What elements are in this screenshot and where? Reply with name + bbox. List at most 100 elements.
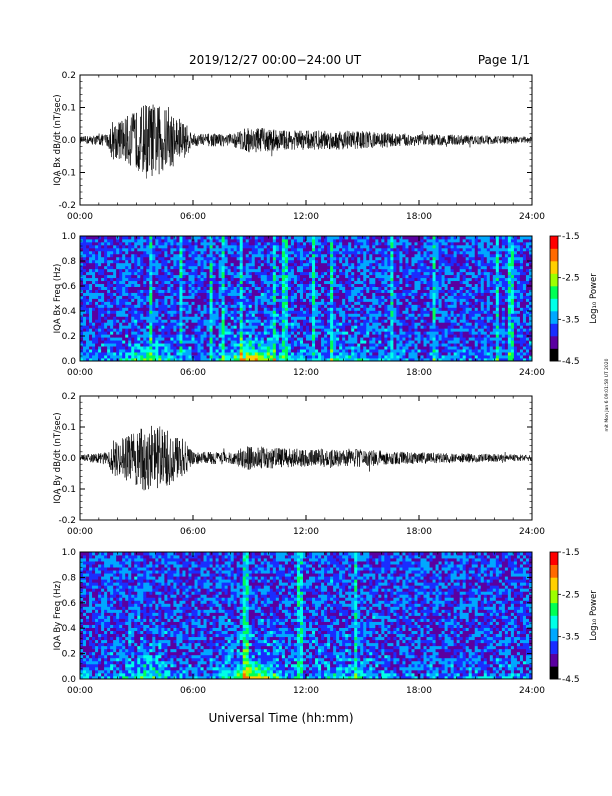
spectrogram-cell (390, 254, 393, 257)
spectrogram-cell (309, 248, 312, 251)
spectrogram-cell (424, 331, 427, 334)
spectrogram-cell (333, 334, 336, 337)
spectrogram-cell (309, 251, 312, 254)
spectrogram-cell (369, 334, 372, 337)
spectrogram-cell (405, 257, 408, 260)
spectrogram-cell (101, 284, 104, 287)
spectrogram-cell (327, 245, 330, 248)
spectrogram-cell (411, 245, 414, 248)
spectrogram-cell (258, 275, 261, 278)
spectrogram-cell (312, 293, 315, 296)
spectrogram-cell (309, 296, 312, 299)
spectrogram-cell (300, 281, 303, 284)
spectrogram-cell (213, 275, 216, 278)
spectrogram-cell (369, 304, 372, 307)
spectrogram-cell (179, 272, 182, 275)
spectrogram-cell (83, 328, 86, 331)
spectrogram-cell (188, 346, 191, 349)
spectrogram-cell (306, 337, 309, 340)
spectrogram-cell (98, 293, 101, 296)
spectrogram-cell (128, 269, 131, 272)
spectrogram-cell (360, 248, 363, 251)
spectrogram-cell (246, 269, 249, 272)
spectrogram-cell (291, 316, 294, 319)
spectrogram-cell (345, 328, 348, 331)
spectrogram-cell (158, 319, 161, 322)
spectrogram-cell (146, 239, 149, 242)
spectrogram-cell (375, 319, 378, 322)
spectrogram-cell (421, 236, 424, 239)
spectrogram-cell (357, 269, 360, 272)
spectrogram-cell (414, 251, 417, 254)
spectrogram-cell (201, 313, 204, 316)
spectrogram-cell (414, 269, 417, 272)
spectrogram-cell (201, 266, 204, 269)
spectrogram-cell (351, 304, 354, 307)
x-tick-label: 24:00 (519, 212, 545, 222)
spectrogram-cell (161, 239, 164, 242)
spectrogram-cell (119, 346, 122, 349)
spectrogram-cell (252, 239, 255, 242)
spectrogram-cell (164, 278, 167, 281)
spectrogram-cell (198, 275, 201, 278)
spectrogram-cell (252, 334, 255, 337)
spectrogram-cell (198, 260, 201, 263)
spectrogram-cell (216, 355, 219, 358)
spectrogram-cell (336, 355, 339, 358)
spectrogram-cell (387, 236, 390, 239)
spectrogram-cell (234, 290, 237, 293)
spectrogram-cell (279, 239, 282, 242)
spectrogram-cell (306, 340, 309, 343)
spectrogram-cell (421, 299, 424, 302)
spectrogram-cell (240, 328, 243, 331)
spectrogram-cell (354, 287, 357, 290)
spectrogram-cell (210, 316, 213, 319)
spectrogram-cell (161, 334, 164, 337)
spectrogram-cell (351, 316, 354, 319)
spectrogram-cell (158, 307, 161, 310)
spectrogram-cell (258, 272, 261, 275)
spectrogram-cell (89, 343, 92, 346)
spectrogram-cell (125, 313, 128, 316)
spectrogram-cell (294, 257, 297, 260)
spectrogram-cell (258, 340, 261, 343)
spectrogram-cell (110, 254, 113, 257)
spectrogram-cell (288, 328, 291, 331)
spectrogram-cell (225, 251, 228, 254)
spectrogram-cell (324, 284, 327, 287)
spectrogram-cell (261, 307, 264, 310)
spectrogram-cell (363, 251, 366, 254)
spectrogram-cell (95, 242, 98, 245)
spectrogram-cell (312, 340, 315, 343)
spectrogram-cell (134, 257, 137, 260)
spectrogram-cell (225, 343, 228, 346)
spectrogram-cell (89, 301, 92, 304)
spectrogram-cell (360, 245, 363, 248)
spectrogram-cell (279, 236, 282, 239)
spectrogram-cell (210, 346, 213, 349)
spectrogram-cell (312, 239, 315, 242)
spectrogram-cell (417, 322, 420, 325)
spectrogram-cell (408, 325, 411, 328)
spectrogram-cell (225, 245, 228, 248)
spectrogram-cell (110, 284, 113, 287)
spectrogram-cell (107, 290, 110, 293)
spectrogram-cell (393, 349, 396, 352)
spectrogram-cell (427, 296, 430, 299)
spectrogram-cell (264, 346, 267, 349)
spectrogram-cell (360, 331, 363, 334)
spectrogram-cell (369, 331, 372, 334)
spectrogram-cell (134, 272, 137, 275)
spectrogram-cell (216, 316, 219, 319)
spectrogram-cell (195, 346, 198, 349)
spectrogram-cell (182, 293, 185, 296)
spectrogram-cell (173, 322, 176, 325)
spectrogram-cell (161, 355, 164, 358)
spectrogram-cell (421, 254, 424, 257)
spectrogram-cell (225, 263, 228, 266)
spectrogram-cell (152, 266, 155, 269)
spectrogram-cell (101, 254, 104, 257)
spectrogram-cell (267, 307, 270, 310)
spectrogram-cell (107, 299, 110, 302)
spectrogram-cell (282, 301, 285, 304)
